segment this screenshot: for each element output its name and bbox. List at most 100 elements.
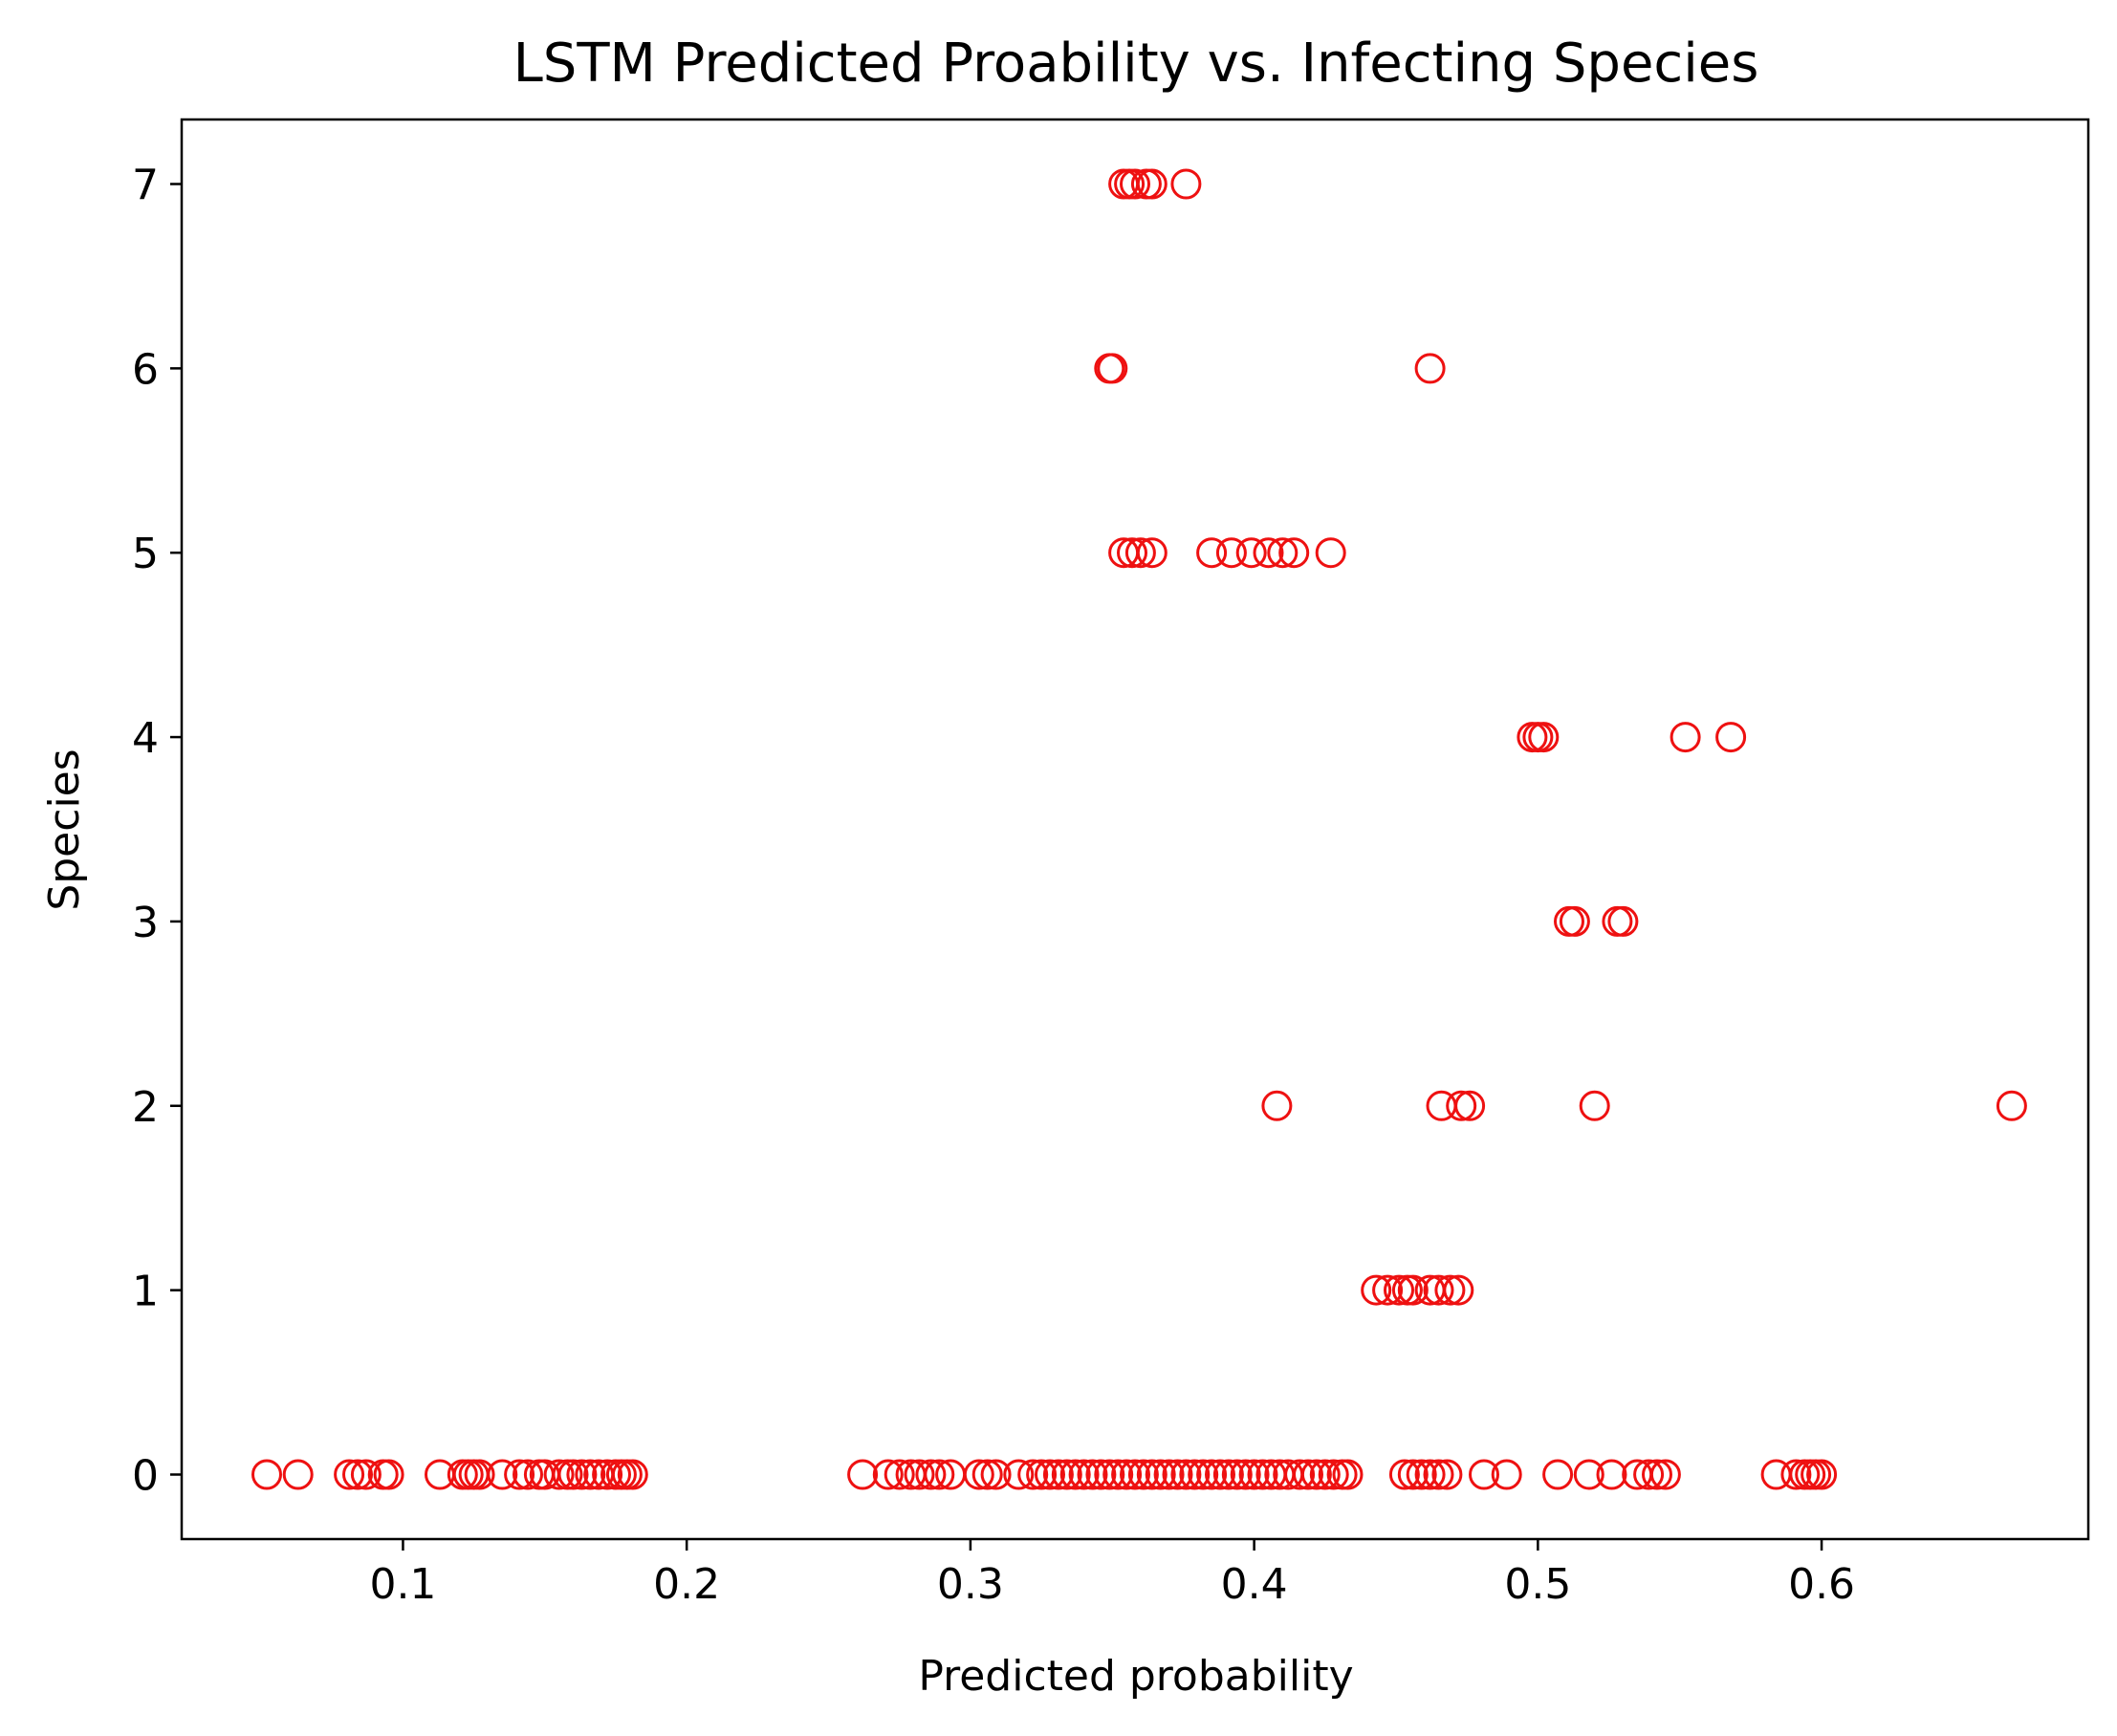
y-tick-label: 1 bbox=[132, 1268, 159, 1316]
data-point bbox=[592, 1459, 623, 1490]
data-point bbox=[1318, 1459, 1349, 1490]
data-point bbox=[1996, 1090, 2027, 1121]
data-point bbox=[1406, 1459, 1437, 1490]
data-point bbox=[1253, 537, 1284, 569]
plot-frame bbox=[180, 118, 2090, 1541]
data-point bbox=[1284, 1459, 1316, 1490]
data-point bbox=[1212, 1459, 1244, 1490]
data-point bbox=[1247, 1459, 1278, 1490]
data-point bbox=[334, 1459, 365, 1490]
data-point bbox=[575, 1459, 606, 1490]
data-point bbox=[1434, 1274, 1466, 1306]
data-point bbox=[1649, 1459, 1681, 1490]
data-point bbox=[1397, 1274, 1429, 1306]
data-point bbox=[1235, 537, 1267, 569]
x-tick-label: 0.6 bbox=[1788, 1560, 1855, 1609]
data-point bbox=[282, 1459, 314, 1490]
data-point bbox=[504, 1459, 535, 1490]
y-tick-label: 5 bbox=[132, 530, 159, 578]
data-point bbox=[1443, 1274, 1474, 1306]
data-point bbox=[1542, 1459, 1574, 1490]
data-point bbox=[1633, 1459, 1665, 1490]
data-point bbox=[1423, 1274, 1454, 1306]
data-points bbox=[251, 168, 2027, 1490]
y-axis-ticks: 0 1 2 3 4 5 6 7 bbox=[132, 162, 182, 1501]
data-point bbox=[1215, 537, 1247, 569]
data-point bbox=[1094, 1459, 1125, 1490]
data-point bbox=[1267, 537, 1299, 569]
data-point bbox=[1059, 1459, 1091, 1490]
data-point bbox=[1361, 1274, 1392, 1306]
data-point bbox=[904, 1459, 935, 1490]
data-point bbox=[1085, 1459, 1117, 1490]
data-point bbox=[1017, 1459, 1049, 1490]
data-point bbox=[1188, 1459, 1219, 1490]
data-point bbox=[513, 1459, 543, 1490]
data-point bbox=[1384, 1274, 1414, 1306]
data-point bbox=[342, 1459, 373, 1490]
data-point bbox=[1196, 1459, 1228, 1490]
data-point bbox=[1446, 1090, 1477, 1121]
data-point bbox=[1332, 1459, 1364, 1490]
x-tick-label: 0.2 bbox=[653, 1560, 720, 1609]
data-point bbox=[1293, 1459, 1323, 1490]
data-point bbox=[1170, 168, 1202, 200]
data-point bbox=[1806, 1459, 1838, 1490]
x-tick-label: 0.3 bbox=[937, 1560, 1004, 1609]
x-axis-ticks: 0.1 0.2 0.3 0.4 0.5 0.6 bbox=[369, 1539, 1855, 1609]
data-point bbox=[1026, 1459, 1058, 1490]
data-point bbox=[1309, 1459, 1341, 1490]
data-point bbox=[1423, 1459, 1454, 1490]
data-point bbox=[566, 1459, 598, 1490]
data-point bbox=[617, 1459, 648, 1490]
data-point bbox=[1035, 1459, 1065, 1490]
y-tick-label: 4 bbox=[132, 714, 159, 763]
data-point bbox=[1153, 1459, 1185, 1490]
data-point bbox=[1102, 1459, 1134, 1490]
data-point bbox=[1136, 537, 1168, 569]
y-tick-label: 6 bbox=[132, 345, 159, 394]
chart-title: LSTM Predicted Proability vs. Infecting … bbox=[513, 33, 1759, 95]
x-tick-label: 0.5 bbox=[1504, 1560, 1571, 1609]
y-tick-label: 0 bbox=[132, 1452, 159, 1501]
data-point bbox=[1042, 1459, 1074, 1490]
data-point bbox=[1120, 1459, 1150, 1490]
data-point bbox=[1170, 1459, 1202, 1490]
data-point bbox=[1454, 1090, 1486, 1121]
data-point bbox=[1124, 537, 1156, 569]
data-point bbox=[884, 1459, 915, 1490]
data-point bbox=[1414, 353, 1446, 384]
data-point bbox=[1051, 1459, 1082, 1490]
data-point bbox=[1607, 905, 1639, 937]
data-point bbox=[1397, 1459, 1429, 1490]
x-tick-label: 0.1 bbox=[369, 1560, 436, 1609]
data-point bbox=[1372, 1274, 1404, 1306]
data-point bbox=[872, 1459, 904, 1490]
data-point bbox=[1573, 1459, 1604, 1490]
data-point bbox=[1469, 1459, 1499, 1490]
x-axis-label: Predicted probability bbox=[918, 1652, 1353, 1701]
x-tick-label: 0.4 bbox=[1221, 1560, 1288, 1609]
y-tick-label: 2 bbox=[132, 1083, 159, 1132]
data-point bbox=[1145, 1459, 1176, 1490]
data-point bbox=[1300, 1459, 1332, 1490]
data-point bbox=[1414, 1459, 1446, 1490]
data-point bbox=[924, 1459, 955, 1490]
data-point bbox=[1315, 537, 1346, 569]
data-point bbox=[1111, 1459, 1143, 1490]
data-point bbox=[1136, 1459, 1168, 1490]
data-point bbox=[1388, 1459, 1420, 1490]
data-point bbox=[1642, 1459, 1672, 1490]
data-point bbox=[1162, 1459, 1193, 1490]
data-point bbox=[1097, 353, 1128, 384]
data-point bbox=[1003, 1459, 1035, 1490]
data-point bbox=[1261, 1090, 1293, 1121]
data-point bbox=[1431, 1459, 1463, 1490]
data-point bbox=[1715, 722, 1747, 753]
data-point bbox=[1559, 905, 1590, 937]
data-point bbox=[350, 1459, 382, 1490]
data-point bbox=[1596, 1459, 1627, 1490]
